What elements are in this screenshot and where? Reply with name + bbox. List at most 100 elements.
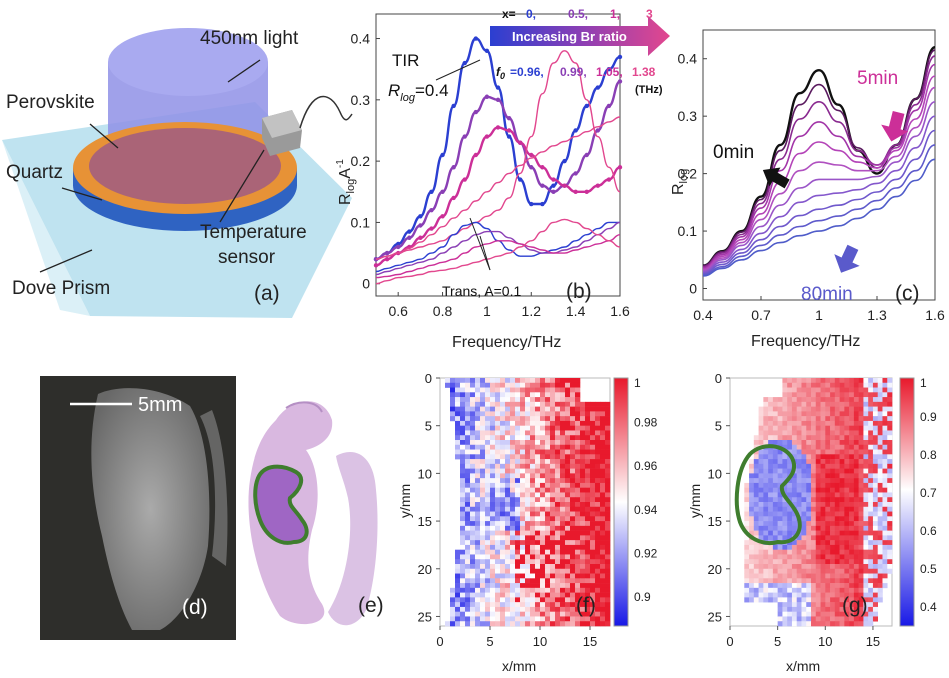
heatmap-cell	[787, 401, 793, 407]
heatmap-cell	[834, 420, 840, 426]
heatmap-cell	[450, 616, 456, 622]
heatmap-cell	[853, 592, 859, 598]
heatmap-cell	[753, 478, 759, 484]
heatmap-cell	[520, 502, 526, 508]
heatmap-cell	[787, 406, 793, 412]
heatmap-cell	[768, 425, 774, 431]
heatmap-cell	[485, 578, 491, 584]
heatmap-cell	[763, 544, 769, 550]
heatmap-cell	[782, 606, 788, 612]
rlog-04-label: Rlog=0.4	[388, 81, 449, 104]
heatmap-cell	[565, 511, 571, 517]
heatmap-cell	[495, 530, 501, 536]
heatmap-cell	[853, 406, 859, 412]
heatmap-cell	[753, 587, 759, 593]
heatmap-cell	[863, 530, 869, 536]
heatmap-cell	[575, 497, 581, 503]
y-tick-label: 0	[689, 281, 697, 297]
heatmap-cell	[525, 406, 531, 412]
heatmap-cell	[460, 602, 466, 608]
heatmap-cell	[777, 420, 783, 426]
heatmap-cell	[777, 525, 783, 531]
heatmap-cell	[465, 530, 471, 536]
heatmap-cell	[480, 521, 486, 527]
heatmap-cell	[858, 406, 864, 412]
x-tick-label: 10	[818, 634, 832, 649]
series-point	[573, 189, 578, 194]
heatmap-cell	[590, 544, 596, 550]
heatmap-cell	[470, 592, 476, 598]
heatmap-cell	[844, 606, 850, 612]
heatmap-cell	[500, 487, 506, 493]
heatmap-cell	[768, 564, 774, 570]
heatmap-cell	[853, 416, 859, 422]
heatmap-cell	[863, 378, 869, 384]
heatmap-cell	[839, 478, 845, 484]
heatmap-cell	[590, 573, 596, 579]
heatmap-cell	[830, 602, 836, 608]
heatmap-cell	[540, 559, 546, 565]
heatmap-cell	[575, 440, 581, 446]
heatmap-cell	[815, 468, 821, 474]
heatmap-cell	[806, 482, 812, 488]
heatmap-cell	[763, 454, 769, 460]
heatmap-cell	[820, 444, 826, 450]
heatmap-cell	[470, 430, 476, 436]
heatmap-cell	[590, 540, 596, 546]
heatmap-cell	[515, 535, 521, 541]
heatmap-cell	[777, 544, 783, 550]
heatmap-cell	[787, 397, 793, 403]
heatmap-cell	[555, 425, 561, 431]
heatmap-cell	[510, 440, 516, 446]
heatmap-cell	[490, 535, 496, 541]
heatmap-cell	[545, 516, 551, 522]
heatmap-cell	[555, 525, 561, 531]
heatmap-cell	[777, 411, 783, 417]
heatmap-cell	[830, 382, 836, 388]
heatmap-cell	[525, 544, 531, 550]
heatmap-cell	[882, 487, 888, 493]
heatmap-cell	[777, 611, 783, 617]
heatmap-cell	[849, 473, 855, 479]
panel-a-setup-diagram: 450nm light Perovskite Quartz Temperatur…	[2, 28, 353, 318]
heatmap-cell	[555, 463, 561, 469]
heatmap-cell	[882, 482, 888, 488]
heatmap-cell	[787, 568, 793, 574]
heatmap-cell	[530, 382, 536, 388]
heatmap-cell	[595, 449, 601, 455]
series-point	[462, 134, 467, 139]
heatmap-cell	[787, 468, 793, 474]
heatmap-cell	[530, 401, 536, 407]
heatmap-cell	[782, 459, 788, 465]
heatmap-cell	[772, 406, 778, 412]
heatmap-cell	[500, 554, 506, 560]
heatmap-cell	[535, 568, 541, 574]
heatmap-cell	[872, 392, 878, 398]
heatmap-cell	[839, 454, 845, 460]
heatmap-cell	[575, 435, 581, 441]
heatmap-cell	[490, 559, 496, 565]
heatmap-cell	[863, 420, 869, 426]
heatmap-cell	[490, 573, 496, 579]
heatmap-cell	[460, 597, 466, 603]
heatmap-cell	[475, 511, 481, 517]
heatmap-cell	[585, 549, 591, 555]
heatmap-cell	[455, 583, 461, 589]
series-point	[395, 241, 401, 247]
heatmap-cell	[460, 482, 466, 488]
heatmap-cell	[525, 502, 531, 508]
heatmap-cell	[791, 549, 797, 555]
heatmap-cell	[758, 430, 764, 436]
heatmap-cell	[820, 540, 826, 546]
heatmap-cell	[844, 521, 850, 527]
heatmap-cell	[863, 401, 869, 407]
heatmap-cell	[485, 478, 491, 484]
heatmap-cell	[500, 382, 506, 388]
heatmap-cell	[887, 492, 893, 498]
heatmap-cell	[887, 473, 893, 479]
heatmap-cell	[753, 440, 759, 446]
series-point	[540, 165, 545, 170]
heatmap-cell	[820, 521, 826, 527]
heatmap-cell	[485, 473, 491, 479]
heatmap-cell	[530, 521, 536, 527]
